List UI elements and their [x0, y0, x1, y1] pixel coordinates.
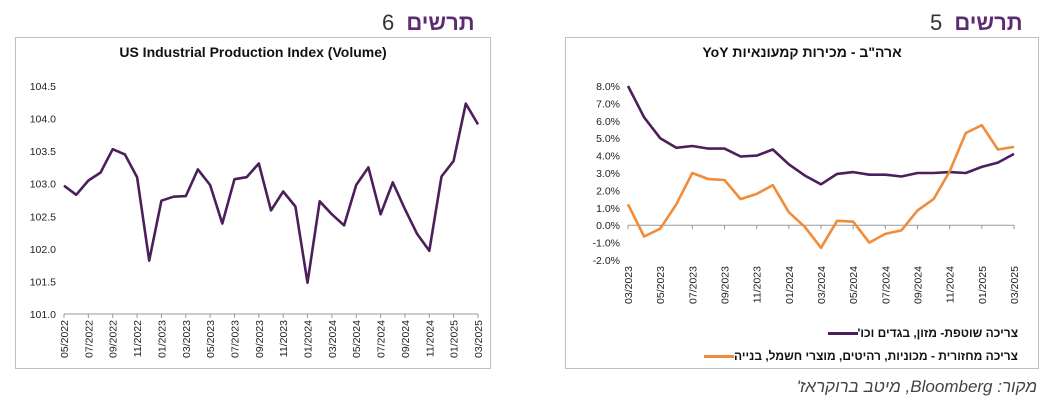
retail-y-tick-label: -2.0%	[593, 255, 620, 267]
retail-x-tick-label: 11/2023	[752, 266, 764, 303]
ip-x-tick-label: 01/2024	[303, 320, 315, 358]
ip-y-tick-label: 103.0	[30, 179, 56, 191]
industrial-production-panel: US Industrial Production Index (Volume) …	[15, 37, 491, 369]
ip-y-tick-label: 104.5	[30, 81, 56, 93]
ip-y-tick-label: 101.0	[30, 309, 56, 321]
retail-y-tick-label: 5.0%	[596, 133, 620, 145]
ip-x-tick-label: 03/2025	[473, 320, 485, 358]
source-note: מקור: Bloomberg, מיטב ברוקראז'	[796, 377, 1037, 396]
retail-x-tick-label: 03/2025	[1009, 266, 1021, 304]
legend-label-cyclical: צריכה מחזורית - מכוניות, רהיטים, מוצרי ח…	[734, 349, 1018, 363]
retail-y-tick-label: 6.0%	[596, 116, 620, 128]
ip-y-tick-label: 104.0	[30, 114, 56, 126]
ip-y-tick-label: 101.5	[30, 276, 56, 288]
legend-swatch-orange	[704, 354, 735, 358]
ip-x-tick-label: 07/2023	[229, 320, 241, 358]
ip-y-tick-label: 103.5	[30, 146, 56, 158]
ip-x-tick-label: 05/2022	[59, 320, 71, 358]
ip-x-tick-label: 05/2023	[205, 320, 217, 358]
retail-x-tick-label: 03/2024	[816, 266, 828, 304]
retail-x-tick-label: 01/2024	[784, 266, 796, 304]
retail-series-1-line	[626, 123, 1015, 250]
legend-swatch-purple	[827, 331, 858, 335]
industrial-production-title: US Industrial Production Index (Volume)	[119, 44, 387, 60]
ip-x-tick-label: 01/2023	[156, 320, 168, 358]
chart-5-heading-number: 5	[930, 10, 943, 35]
ip-x-tick-label: 09/2024	[400, 320, 412, 358]
retail-y-tick-label: 1.0%	[596, 203, 620, 215]
retail-y-tick-label: 3.0%	[596, 168, 620, 180]
ip-x-tick-label: 05/2024	[351, 320, 363, 358]
legend-item-current-consumption: צריכה שוטפת- מזון, בגדים וכו'	[820, 326, 1019, 340]
chart-5-heading-label: תרשים	[954, 10, 1023, 35]
ip-x-tick-label: 07/2024	[376, 320, 388, 358]
retail-x-tick-label: 09/2024	[913, 266, 925, 304]
retail-x-tick-label: 07/2023	[687, 266, 699, 304]
retail-sales-title: ארה"ב - מכירות קמעונאיות YoY	[702, 44, 902, 60]
retail-y-tick-label: 8.0%	[596, 81, 620, 93]
retail-y-tick-label: 4.0%	[596, 151, 620, 163]
retail-x-tick-label: 01/2025	[977, 266, 989, 304]
chart-5-heading: תרשים 5	[930, 10, 1023, 36]
industrial-production-chart: 101.0 101.5 102.0 102.5 103.0 103.5 104.0 104.5…	[30, 81, 485, 358]
ip-x-tick-label: 11/2024	[424, 320, 436, 357]
ip-x-tick-label: 11/2023	[278, 320, 290, 357]
ip-y-tick-label: 102.5	[30, 211, 56, 223]
ip-y-tick-label: 102.0	[30, 244, 56, 256]
ip-x-tick-label: 03/2024	[327, 320, 339, 358]
retail-x-tick-label: 09/2023	[720, 266, 732, 304]
ip-x-tick-label: 07/2022	[83, 320, 95, 358]
legend-label-current: צריכה שוטפת- מזון, בגדים וכו'	[857, 326, 1019, 340]
ip-x-tick-label: 03/2023	[181, 320, 193, 358]
retail-x-tick-label: 11/2024	[945, 266, 957, 303]
retail-y-tick-label: 0.0%	[596, 220, 620, 232]
chart-6-heading: תרשים 6	[382, 10, 475, 36]
retail-sales-panel: ארה"ב - מכירות קמעונאיות YoY 8.0% 7.0% 6.0…	[565, 37, 1039, 369]
retail-x-tick-label: 07/2024	[880, 266, 892, 304]
legend-item-cyclical-consumption: צריכה מחזורית - מכוניות, רהיטים, מוצרי ח…	[696, 349, 1018, 363]
retail-y-tick-label: -1.0%	[593, 238, 620, 250]
ip-x-tick-label: 01/2025	[449, 320, 461, 358]
retail-y-tick-label: 2.0%	[596, 185, 620, 197]
ip-x-tick-label: 11/2022	[132, 320, 144, 357]
ip-x-tick-label: 09/2023	[254, 320, 266, 358]
chart-6-heading-label: תרשים	[406, 10, 475, 35]
retail-series-0-line	[626, 85, 1015, 186]
ip-series-0-line	[63, 102, 480, 284]
retail-x-tick-label: 05/2024	[848, 266, 860, 304]
ip-x-tick-label: 09/2022	[108, 320, 120, 358]
retail-sales-chart: 8.0% 7.0% 6.0% 5.0% 4.0% 3.0% 2.0% 1.0% 0.0% -1.0…	[593, 81, 1021, 304]
retail-y-tick-label: 7.0%	[596, 98, 620, 110]
chart-6-heading-number: 6	[382, 10, 395, 35]
retail-x-tick-label: 05/2023	[655, 266, 667, 304]
retail-x-tick-label: 03/2023	[623, 266, 635, 304]
